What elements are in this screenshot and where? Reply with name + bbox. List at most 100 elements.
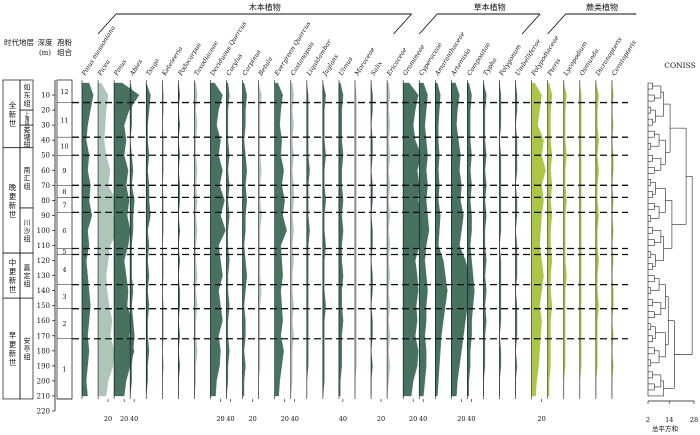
depth-tick-label: 100 [37,227,50,235]
zone-label: 2 [62,320,66,328]
x-tick-label: 40 [291,415,299,423]
x-tick-label: 20 [409,415,417,423]
stratum-label-char: 组 [24,279,31,288]
zone-column [56,79,73,400]
depth-tick-label: 50 [41,152,50,160]
stratum-box [19,297,34,400]
zone-label: 11 [60,116,68,124]
zone-label: 1 [62,365,66,373]
stratum-label-char: 组 [24,234,31,243]
group-bracket-right [393,13,412,35]
taxon-label: Salix [370,60,384,77]
depth-tick-label: 190 [37,362,50,370]
x-tick-label: 40 [419,415,427,423]
depth-tick-label: 180 [37,347,50,355]
depth-tick-label: 90 [41,212,50,220]
stratum-label-char: 娄 [24,125,31,134]
depth-tick-label: 10 [41,92,50,100]
curve-ulmus [338,82,344,397]
curve-artemisia [451,82,472,397]
depth-tick-label: 140 [37,287,50,295]
group-bracket-left [418,13,438,35]
curve-juglans [322,82,326,397]
x-tick-label: 20 [104,415,112,423]
taxon-label: Typha [482,57,498,78]
zone-label: 4 [62,266,66,274]
coniss-axis-label: 总平方和 [652,424,678,433]
stratum-label-char: 组 [25,119,30,126]
stratum-label-char: 组 [24,99,31,108]
x-tick-label: 20 [120,415,128,423]
era-label-char: 新 [9,200,17,210]
depth-tick-label: 20 [41,107,50,115]
zone-label: 10 [60,143,68,151]
era-label-char: 全 [9,100,17,110]
depth-tick-label: 120 [37,257,50,265]
taxon-label: Abies [128,58,144,78]
stratum-label-char: 亭 [24,344,31,353]
stratum-label-char: 安 [24,336,31,345]
coniss-title: CONISS [664,61,696,70]
taxa-group-headers: 木本植物 草本植物 蕨类植物 [97,2,637,35]
era-label-char: 世 [9,284,17,294]
group-bracket-left [547,13,566,35]
stratum-label-char: 组 [24,352,31,361]
depth-tick-label: 210 [37,392,50,400]
era-label-char: 世 [9,209,17,219]
curve-pinus-massoniana [81,82,94,397]
taxon-label: Tsuga [145,57,161,77]
curve-lycopodium [563,82,567,397]
depth-tick-label: 80 [41,197,50,205]
group-label-herb: 草本植物 [474,2,506,12]
depth-tick-label: 150 [37,302,50,310]
depth-tick-label: 160 [37,317,50,325]
curve-evergreen-quercus [274,82,287,397]
depth-tick-label: 40 [41,137,50,145]
stratum-label-char: 汇 [24,174,31,182]
x-tick-label: 20 [457,415,465,423]
curve-carpinus [242,82,248,397]
curve-cyperaceae [419,82,430,397]
depth-header: 深度 [38,37,53,47]
era-label-char: 晚 [9,182,17,192]
zone-label: 6 [62,227,66,235]
stratum-label-char: 上 [25,111,30,118]
curve-liquidambar [306,82,310,397]
taxon-label: Ulmus [338,55,355,77]
curve-polypodiaceae [531,82,546,397]
era-label-char: 新 [9,109,17,119]
depth-tick-label: 60 [41,167,50,175]
zone-label: 12 [60,88,68,96]
depth-tick-label: 130 [37,272,50,280]
coniss-tick-label: 14 [665,416,673,424]
zone-header-line1: 孢粉 [57,37,72,47]
stratum-label-char: 沙 [24,227,31,235]
stratum-label-char: 南 [24,165,31,174]
era-label-char: 中 [9,257,17,267]
x-tick-label: 20 [216,415,224,423]
x-tick-label: 40 [467,415,475,423]
depth-unit-header: (m) [39,49,51,57]
zone-boundary-lines [72,101,628,340]
era-label-char: 更 [9,192,17,201]
curve-pinus [113,82,140,397]
curve-compositae [467,82,475,397]
era-header: 时代 [4,37,19,47]
era-label-char: 世 [9,357,17,367]
curve-tsuga [145,82,151,397]
curve-amaranthaceae [435,82,448,397]
era-label-char: 新 [9,348,17,358]
stratum-header: 地层 [19,37,34,47]
curve-taxodiaceae [194,82,198,397]
zone-label: 7 [62,201,66,209]
era-label-char: 世 [9,118,17,128]
curve-deciduous-quercus [210,82,226,397]
zone-label: 5 [62,248,66,256]
zone-label: 3 [62,293,66,301]
curve-picea [97,82,119,397]
curve-dicranopteris [595,82,599,397]
zone-label: 8 [62,188,66,196]
